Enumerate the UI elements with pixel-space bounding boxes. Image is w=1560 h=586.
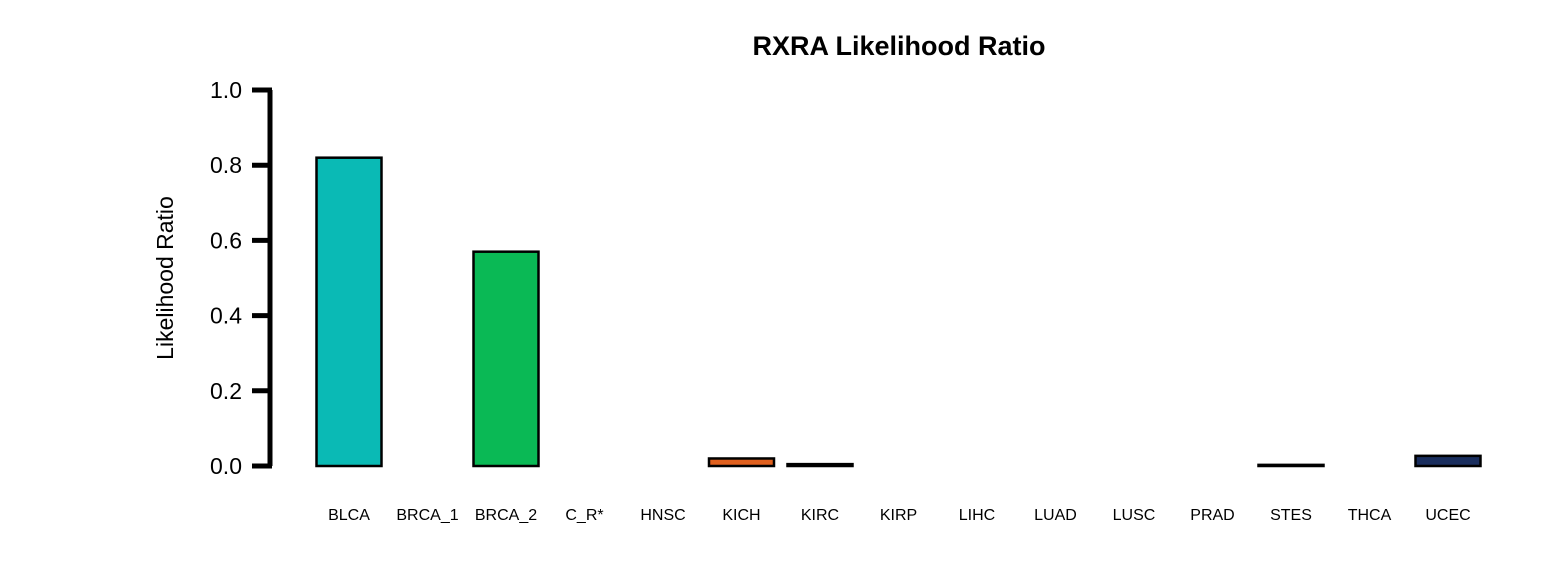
x-tick-label: LUSC [1113, 507, 1156, 524]
y-tick-label: 0.8 [210, 152, 242, 178]
x-tick-label: PRAD [1190, 507, 1234, 524]
x-tick-label: STES [1270, 507, 1312, 524]
bars [315, 156, 1482, 468]
x-tick-label: C_R* [565, 507, 603, 524]
y-tick-label: 0.6 [210, 227, 242, 253]
bar-brca-2 [472, 250, 540, 468]
x-tick-label: LIHC [959, 507, 995, 524]
bar-kirc [786, 462, 854, 468]
y-axis-title: Likelihood Ratio [152, 196, 178, 360]
x-tick-label: THCA [1348, 507, 1392, 524]
y-axis: 0.0 0.2 0.4 0.6 0.8 1.0 [210, 77, 273, 479]
chart-title: RXRA Likelihood Ratio [752, 31, 1045, 61]
x-tick-label: BRCA_2 [475, 507, 537, 524]
x-tick-label: KIRC [801, 507, 839, 524]
y-tick-label: 1.0 [210, 77, 242, 103]
x-tick-label: KICH [722, 507, 760, 524]
bar-blca [315, 156, 383, 468]
x-tick-label: UCEC [1425, 507, 1470, 524]
x-tick-label: BRCA_1 [396, 507, 458, 524]
x-tick-label: KIRP [880, 507, 917, 524]
y-tick-label: 0.0 [210, 453, 242, 479]
x-axis-labels: BLCA BRCA_1 BRCA_2 C_R* HNSC KICH KIRC KIRP LIHC… [328, 507, 1471, 524]
x-tick-label: BLCA [328, 507, 370, 524]
bar-kich [707, 457, 776, 468]
bar-stes [1257, 463, 1325, 468]
x-tick-label: LUAD [1034, 507, 1077, 524]
x-tick-label: HNSC [640, 507, 685, 524]
y-tick-label: 0.4 [210, 303, 242, 329]
y-tick-label: 0.2 [210, 378, 242, 404]
bar-ucec [1414, 454, 1482, 468]
